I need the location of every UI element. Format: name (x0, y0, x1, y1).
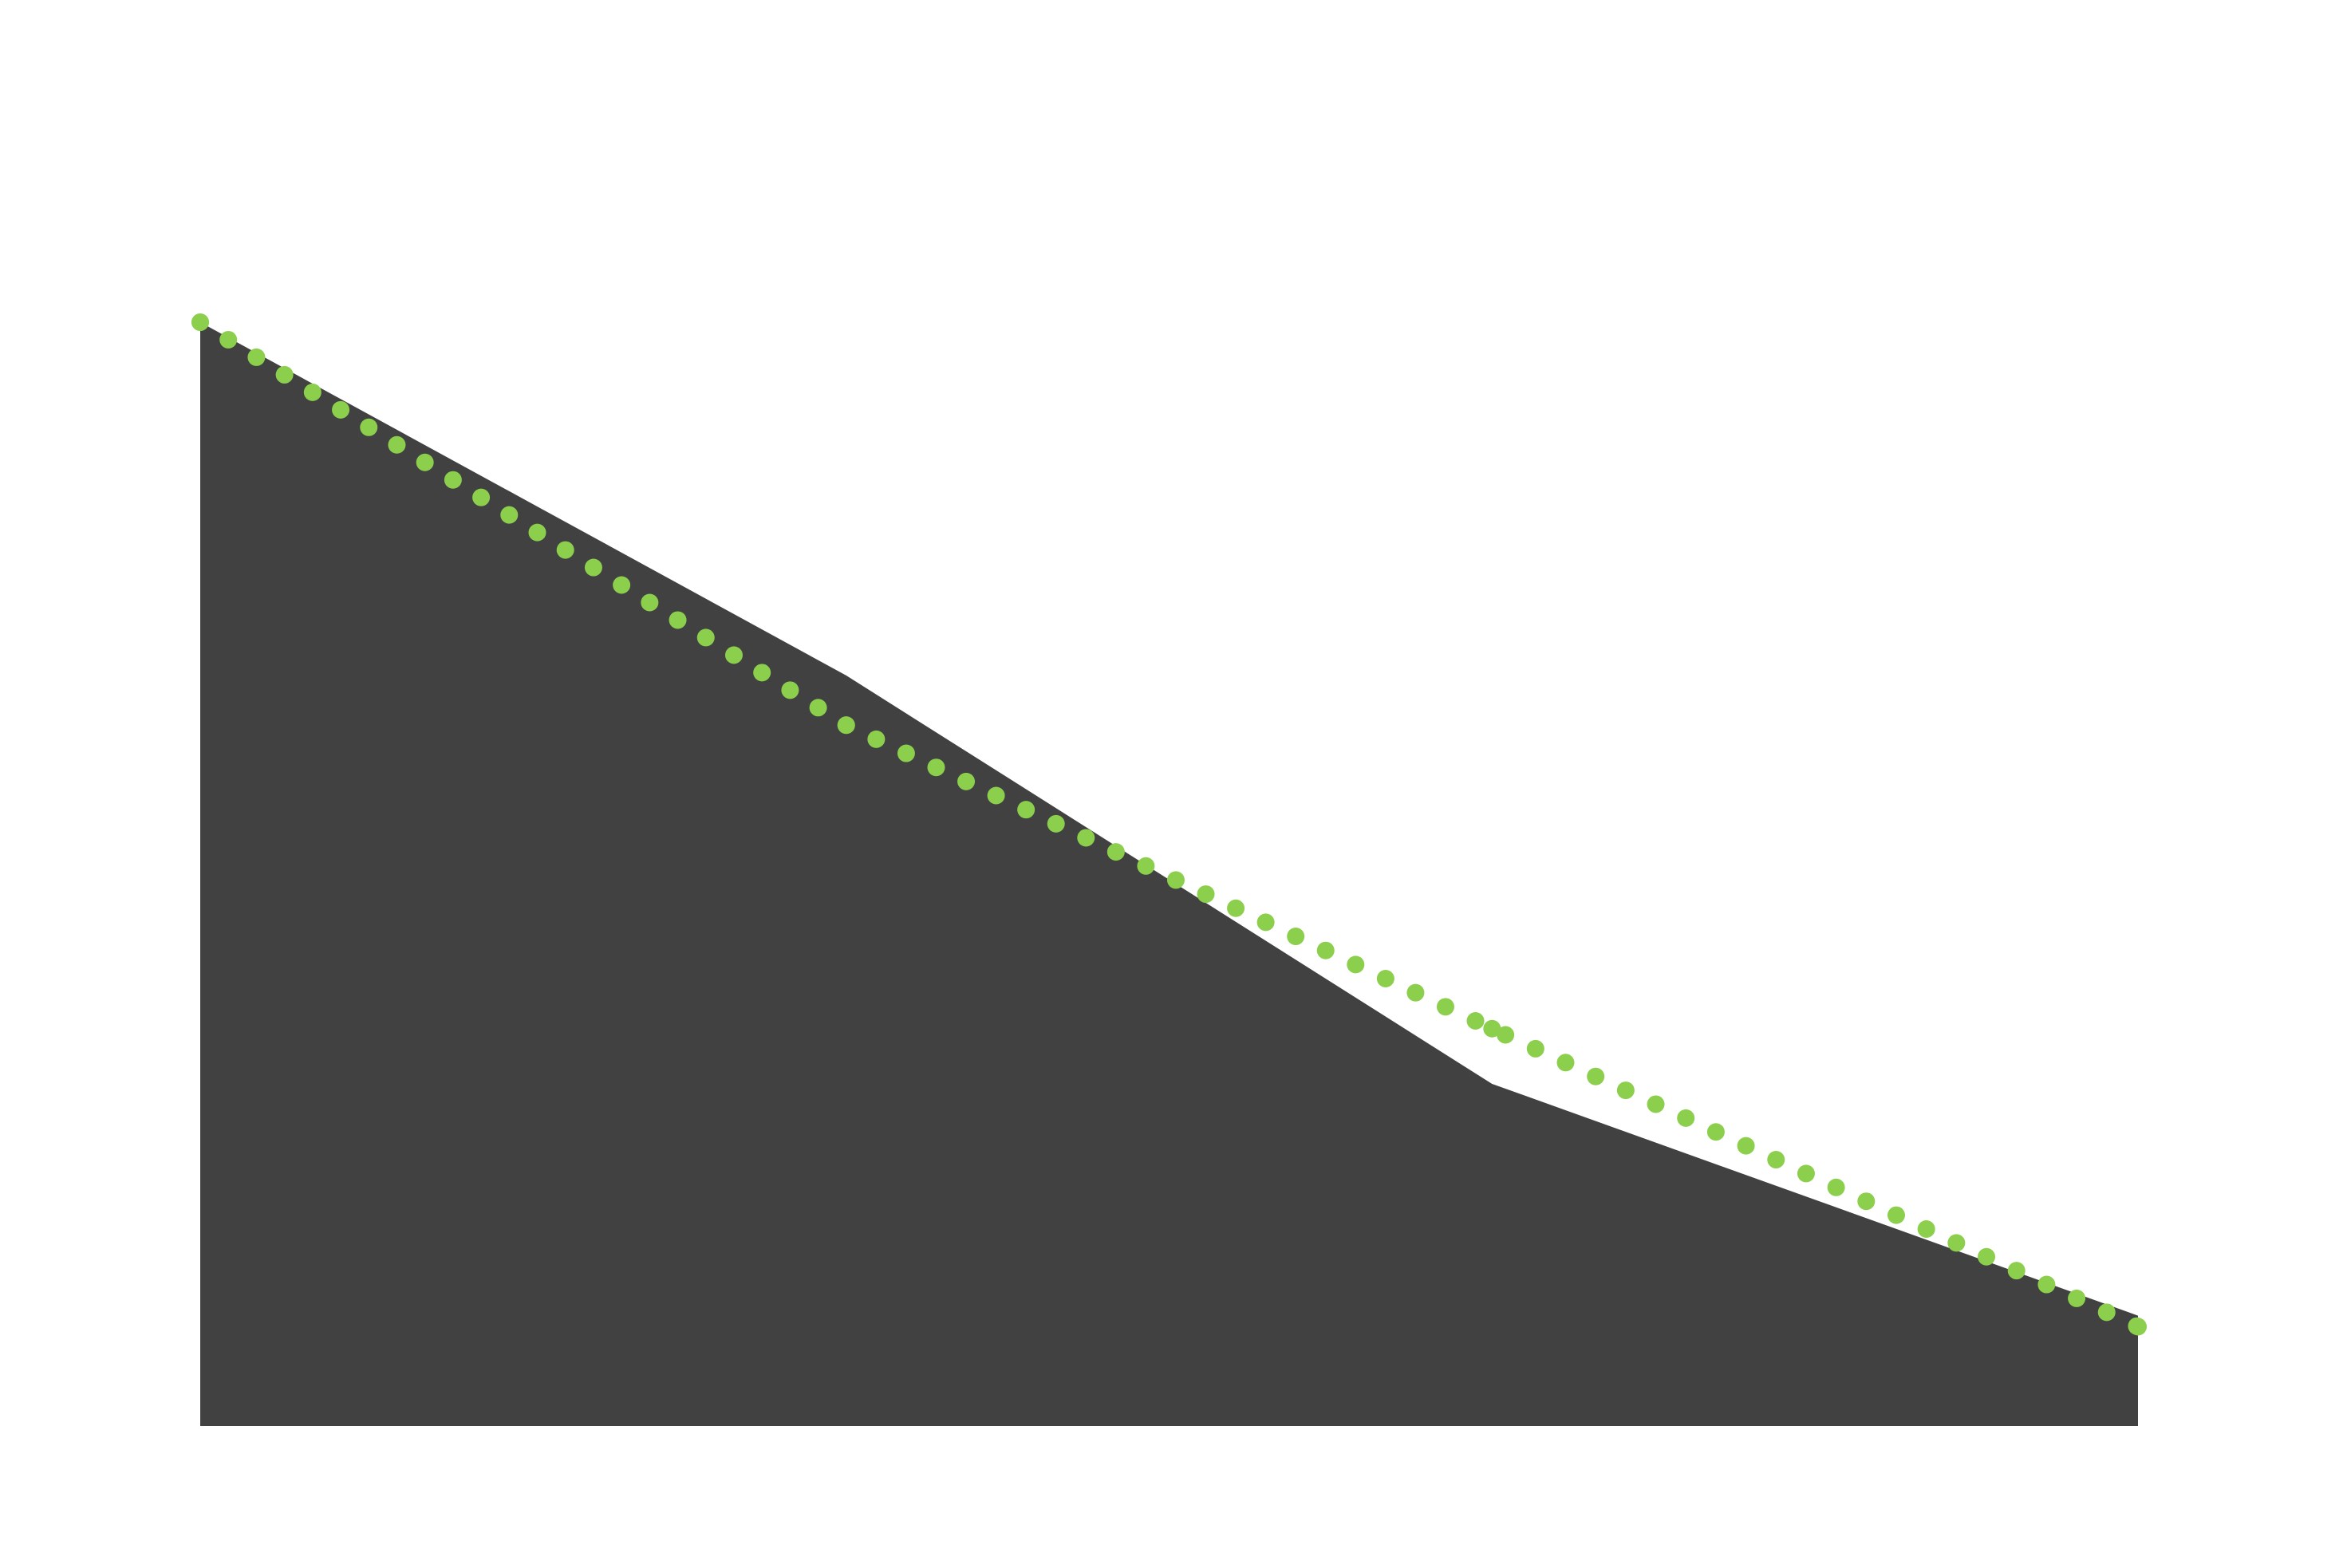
trend-series-line (191, 313, 2147, 1336)
trend-point (2129, 1318, 2147, 1336)
trend-point (191, 313, 209, 331)
area-series (200, 322, 2138, 1426)
trend-point (1483, 1019, 1501, 1038)
trend-point (837, 716, 855, 735)
